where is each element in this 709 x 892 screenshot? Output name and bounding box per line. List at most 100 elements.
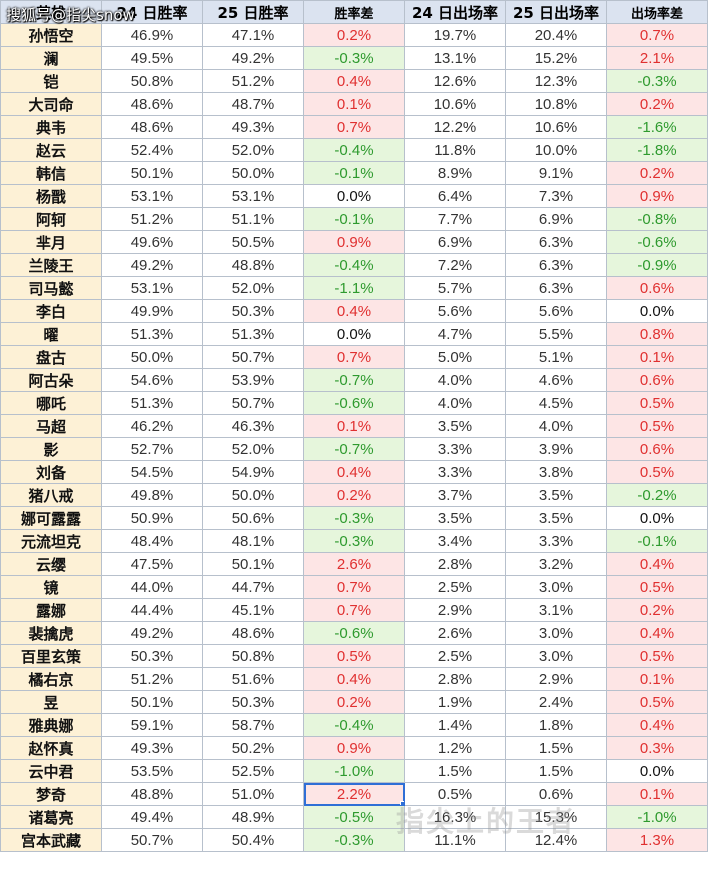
pickrate-diff-cell[interactable]: 0.4% [606,621,708,645]
pickrate-25-cell[interactable]: 2.4% [505,690,607,714]
winrate-diff-cell[interactable]: -0.3% [303,828,405,852]
pickrate-diff-cell[interactable]: 2.1% [606,46,708,70]
pickrate-diff-cell[interactable]: 0.4% [606,552,708,576]
winrate-diff-cell[interactable]: -1.1% [303,276,405,300]
winrate-24-cell[interactable]: 53.1% [101,184,203,208]
pickrate-25-cell[interactable]: 10.0% [505,138,607,162]
hero-name-cell[interactable]: 雅典娜 [0,713,102,737]
winrate-diff-cell[interactable]: 0.4% [303,299,405,323]
winrate-diff-cell[interactable]: 0.2% [303,23,405,47]
pickrate-25-cell[interactable]: 3.0% [505,621,607,645]
pickrate-24-cell[interactable]: 7.2% [404,253,506,277]
pickrate-diff-cell[interactable]: 0.4% [606,713,708,737]
pickrate-diff-cell[interactable]: 0.0% [606,759,708,783]
winrate-diff-cell[interactable]: 0.0% [303,184,405,208]
pickrate-diff-cell[interactable]: 0.3% [606,736,708,760]
fill-handle[interactable] [400,801,404,805]
pickrate-diff-cell[interactable]: 0.0% [606,506,708,530]
winrate-diff-cell[interactable]: 0.4% [303,667,405,691]
pickrate-24-cell[interactable]: 2.8% [404,667,506,691]
winrate-diff-cell[interactable]: 0.7% [303,345,405,369]
winrate-diff-cell[interactable]: 0.2% [303,690,405,714]
hero-name-cell[interactable]: 铠 [0,69,102,93]
winrate-24-cell[interactable]: 59.1% [101,713,203,737]
winrate-24-cell[interactable]: 51.2% [101,207,203,231]
hero-name-cell[interactable]: 司马懿 [0,276,102,300]
hero-name-cell[interactable]: 云缨 [0,552,102,576]
hero-name-cell[interactable]: 澜 [0,46,102,70]
header-pickrate-24[interactable]: 24 日出场率 [404,0,506,24]
pickrate-24-cell[interactable]: 2.5% [404,644,506,668]
pickrate-diff-cell[interactable]: -0.1% [606,529,708,553]
winrate-diff-cell[interactable]: 0.7% [303,115,405,139]
header-winrate-24[interactable]: 24 日胜率 [101,0,203,24]
pickrate-25-cell[interactable]: 4.0% [505,414,607,438]
pickrate-24-cell[interactable]: 5.7% [404,276,506,300]
hero-name-cell[interactable]: 诸葛亮 [0,805,102,829]
winrate-diff-cell[interactable]: -0.4% [303,713,405,737]
winrate-24-cell[interactable]: 49.4% [101,805,203,829]
header-hero[interactable]: 英雄 [0,0,102,24]
winrate-25-cell[interactable]: 50.0% [202,483,304,507]
winrate-diff-cell[interactable]: 0.7% [303,575,405,599]
winrate-diff-cell[interactable]: -0.7% [303,368,405,392]
hero-name-cell[interactable]: 孙悟空 [0,23,102,47]
winrate-diff-cell[interactable]: -0.1% [303,207,405,231]
winrate-diff-cell[interactable]: 0.9% [303,230,405,254]
winrate-25-cell[interactable]: 50.3% [202,690,304,714]
pickrate-diff-cell[interactable]: -1.8% [606,138,708,162]
winrate-diff-cell[interactable]: 0.0% [303,322,405,346]
hero-name-cell[interactable]: 元流坦克 [0,529,102,553]
winrate-24-cell[interactable]: 51.3% [101,322,203,346]
winrate-24-cell[interactable]: 49.2% [101,621,203,645]
selected-cell[interactable]: 2.2% [303,782,405,806]
pickrate-25-cell[interactable]: 3.0% [505,644,607,668]
winrate-25-cell[interactable]: 50.7% [202,345,304,369]
winrate-24-cell[interactable]: 54.6% [101,368,203,392]
pickrate-24-cell[interactable]: 3.3% [404,437,506,461]
winrate-25-cell[interactable]: 50.1% [202,552,304,576]
pickrate-24-cell[interactable]: 13.1% [404,46,506,70]
hero-name-cell[interactable]: 兰陵王 [0,253,102,277]
pickrate-diff-cell[interactable]: 0.0% [606,299,708,323]
pickrate-diff-cell[interactable]: 0.2% [606,92,708,116]
hero-name-cell[interactable]: 裴擒虎 [0,621,102,645]
winrate-25-cell[interactable]: 52.0% [202,138,304,162]
pickrate-diff-cell[interactable]: -1.0% [606,805,708,829]
winrate-25-cell[interactable]: 50.0% [202,161,304,185]
pickrate-25-cell[interactable]: 4.5% [505,391,607,415]
winrate-24-cell[interactable]: 50.1% [101,690,203,714]
winrate-diff-cell[interactable]: 0.5% [303,644,405,668]
winrate-25-cell[interactable]: 44.7% [202,575,304,599]
hero-name-cell[interactable]: 梦奇 [0,782,102,806]
pickrate-24-cell[interactable]: 2.5% [404,575,506,599]
hero-name-cell[interactable]: 影 [0,437,102,461]
pickrate-diff-cell[interactable]: 0.5% [606,644,708,668]
pickrate-25-cell[interactable]: 12.3% [505,69,607,93]
winrate-24-cell[interactable]: 51.2% [101,667,203,691]
winrate-24-cell[interactable]: 48.6% [101,115,203,139]
winrate-25-cell[interactable]: 51.2% [202,69,304,93]
winrate-diff-cell[interactable]: 0.7% [303,598,405,622]
winrate-diff-cell[interactable]: -0.4% [303,253,405,277]
header-winrate-25[interactable]: 25 日胜率 [202,0,304,24]
pickrate-diff-cell[interactable]: 0.1% [606,345,708,369]
pickrate-24-cell[interactable]: 5.6% [404,299,506,323]
pickrate-25-cell[interactable]: 4.6% [505,368,607,392]
winrate-25-cell[interactable]: 48.7% [202,92,304,116]
winrate-diff-cell[interactable]: 0.1% [303,414,405,438]
pickrate-24-cell[interactable]: 11.1% [404,828,506,852]
pickrate-25-cell[interactable]: 0.6% [505,782,607,806]
pickrate-25-cell[interactable]: 1.5% [505,736,607,760]
pickrate-diff-cell[interactable]: -0.6% [606,230,708,254]
winrate-25-cell[interactable]: 50.2% [202,736,304,760]
winrate-24-cell[interactable]: 50.9% [101,506,203,530]
winrate-25-cell[interactable]: 54.9% [202,460,304,484]
winrate-24-cell[interactable]: 50.3% [101,644,203,668]
pickrate-25-cell[interactable]: 10.6% [505,115,607,139]
pickrate-diff-cell[interactable]: -1.6% [606,115,708,139]
hero-name-cell[interactable]: 大司命 [0,92,102,116]
winrate-24-cell[interactable]: 49.5% [101,46,203,70]
pickrate-diff-cell[interactable]: 0.1% [606,782,708,806]
winrate-25-cell[interactable]: 53.1% [202,184,304,208]
